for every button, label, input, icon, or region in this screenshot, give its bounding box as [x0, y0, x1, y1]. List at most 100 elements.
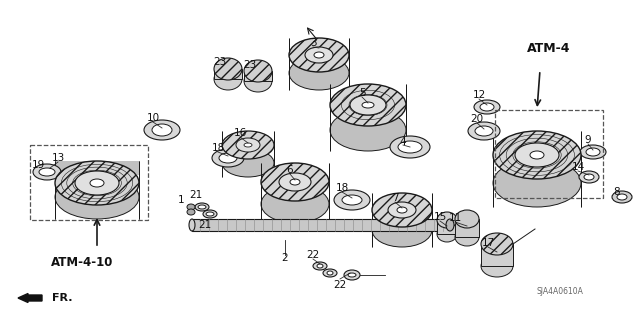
Ellipse shape — [236, 138, 260, 152]
Text: 21: 21 — [189, 190, 203, 200]
Polygon shape — [455, 219, 479, 237]
Ellipse shape — [317, 264, 323, 268]
Ellipse shape — [468, 122, 500, 140]
Ellipse shape — [195, 203, 209, 211]
Ellipse shape — [144, 120, 180, 140]
Text: 18: 18 — [211, 143, 225, 153]
Text: FR.: FR. — [52, 293, 72, 303]
Ellipse shape — [330, 109, 406, 151]
Ellipse shape — [480, 103, 494, 111]
Ellipse shape — [475, 126, 493, 136]
Text: 16: 16 — [234, 128, 246, 138]
Text: 21: 21 — [198, 220, 212, 230]
FancyArrow shape — [18, 293, 42, 302]
Ellipse shape — [75, 171, 119, 195]
Text: 23: 23 — [213, 57, 227, 67]
Ellipse shape — [530, 151, 544, 159]
Ellipse shape — [362, 102, 374, 108]
Ellipse shape — [342, 195, 362, 205]
Ellipse shape — [344, 270, 360, 280]
Ellipse shape — [313, 262, 327, 270]
Text: 8: 8 — [614, 187, 620, 197]
Ellipse shape — [437, 212, 457, 228]
Ellipse shape — [305, 47, 333, 63]
Text: 15: 15 — [433, 212, 447, 222]
Text: 12: 12 — [472, 90, 486, 100]
Text: 4: 4 — [400, 137, 406, 147]
Ellipse shape — [214, 68, 242, 90]
Text: 9: 9 — [585, 135, 591, 145]
Ellipse shape — [446, 219, 454, 231]
Bar — [495, 110, 603, 198]
Ellipse shape — [244, 60, 272, 82]
Ellipse shape — [586, 148, 600, 156]
Text: 3: 3 — [310, 38, 316, 48]
Ellipse shape — [397, 207, 407, 213]
Ellipse shape — [206, 212, 214, 216]
Ellipse shape — [617, 194, 627, 200]
Text: 6: 6 — [287, 165, 293, 175]
Ellipse shape — [33, 164, 61, 180]
Polygon shape — [192, 219, 450, 231]
Ellipse shape — [390, 136, 430, 158]
Text: 7: 7 — [392, 193, 398, 203]
Ellipse shape — [189, 219, 195, 231]
Ellipse shape — [222, 131, 274, 159]
Text: ATM-4: ATM-4 — [527, 41, 570, 55]
Ellipse shape — [388, 202, 416, 218]
Ellipse shape — [261, 163, 329, 201]
Ellipse shape — [279, 173, 311, 191]
Ellipse shape — [372, 193, 432, 227]
Ellipse shape — [398, 141, 422, 153]
Ellipse shape — [222, 149, 274, 177]
Ellipse shape — [474, 100, 500, 114]
Ellipse shape — [152, 124, 172, 136]
Ellipse shape — [327, 271, 333, 275]
Ellipse shape — [55, 175, 139, 219]
Ellipse shape — [219, 153, 237, 163]
Ellipse shape — [261, 185, 329, 223]
Ellipse shape — [314, 52, 324, 58]
Text: 20: 20 — [470, 114, 484, 124]
Ellipse shape — [330, 84, 406, 126]
Ellipse shape — [348, 273, 356, 277]
Ellipse shape — [612, 191, 632, 203]
Text: ATM-4-10: ATM-4-10 — [51, 256, 113, 269]
Text: 2: 2 — [282, 253, 288, 263]
Ellipse shape — [203, 210, 217, 218]
Ellipse shape — [214, 58, 242, 80]
Ellipse shape — [455, 210, 479, 228]
Polygon shape — [481, 244, 513, 266]
Ellipse shape — [334, 190, 370, 210]
Ellipse shape — [580, 145, 606, 159]
Ellipse shape — [323, 269, 337, 277]
Text: 22: 22 — [307, 250, 319, 260]
Ellipse shape — [55, 161, 139, 205]
Ellipse shape — [244, 143, 252, 147]
Polygon shape — [244, 71, 272, 81]
Text: 22: 22 — [333, 280, 347, 290]
Ellipse shape — [515, 143, 559, 167]
Polygon shape — [214, 69, 242, 79]
Ellipse shape — [579, 171, 599, 183]
Ellipse shape — [493, 131, 581, 179]
Ellipse shape — [39, 168, 55, 176]
Text: 13: 13 — [51, 153, 65, 163]
Ellipse shape — [481, 255, 513, 277]
Ellipse shape — [290, 179, 300, 185]
Ellipse shape — [493, 159, 581, 207]
Text: 1: 1 — [178, 195, 184, 205]
Polygon shape — [55, 161, 139, 175]
Text: 5: 5 — [358, 88, 365, 98]
Polygon shape — [437, 220, 457, 234]
Ellipse shape — [289, 56, 349, 90]
Text: 11: 11 — [449, 213, 461, 223]
Text: 18: 18 — [335, 183, 349, 193]
Ellipse shape — [372, 213, 432, 247]
Ellipse shape — [212, 149, 244, 167]
Ellipse shape — [198, 205, 206, 209]
Ellipse shape — [455, 228, 479, 246]
Ellipse shape — [289, 38, 349, 72]
Ellipse shape — [187, 209, 195, 215]
Ellipse shape — [90, 179, 104, 187]
